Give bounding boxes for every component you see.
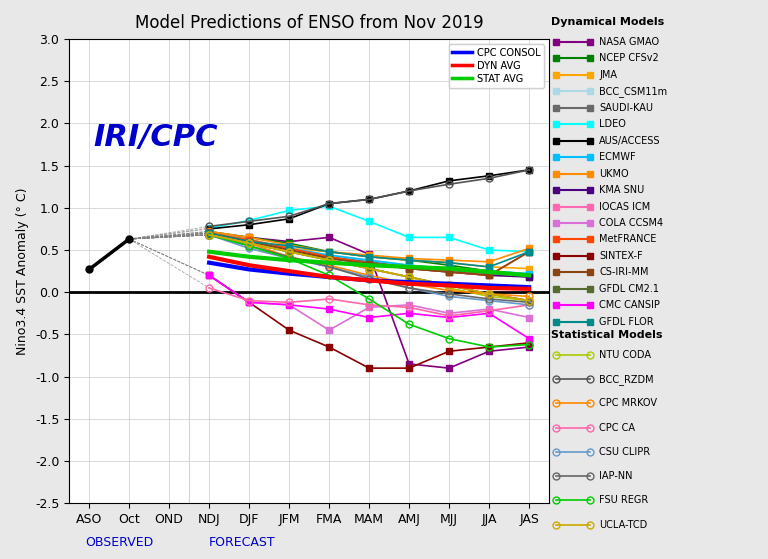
Text: ECMWF: ECMWF (599, 152, 636, 162)
Text: IAP-NN: IAP-NN (599, 471, 633, 481)
Text: SINTEX-F: SINTEX-F (599, 251, 643, 261)
Text: CSU CLIPR: CSU CLIPR (599, 447, 650, 457)
Text: GFDL CM2.1: GFDL CM2.1 (599, 284, 659, 294)
Text: FSU REGR: FSU REGR (599, 495, 648, 505)
Text: BCC_CSM11m: BCC_CSM11m (599, 86, 667, 97)
Text: Dynamical Models: Dynamical Models (551, 17, 664, 27)
Legend: CPC CONSOL, DYN AVG, STAT AVG: CPC CONSOL, DYN AVG, STAT AVG (449, 44, 545, 88)
Text: NASA GMAO: NASA GMAO (599, 37, 659, 47)
Text: IRI/CPC: IRI/CPC (93, 122, 217, 151)
Text: CS-IRI-MM: CS-IRI-MM (599, 267, 648, 277)
Text: Statistical Models: Statistical Models (551, 330, 663, 340)
Text: AUS/ACCESS: AUS/ACCESS (599, 136, 660, 146)
Text: NCEP CFSv2: NCEP CFSv2 (599, 53, 659, 63)
Text: OBSERVED: OBSERVED (85, 536, 154, 548)
Text: BCC_RZDM: BCC_RZDM (599, 374, 654, 385)
Text: MetFRANCE: MetFRANCE (599, 234, 657, 244)
Text: SAUDI-KAU: SAUDI-KAU (599, 103, 653, 113)
Text: JMA: JMA (599, 70, 617, 80)
Text: COLA CCSM4: COLA CCSM4 (599, 218, 664, 228)
Text: FORECAST: FORECAST (209, 536, 275, 548)
Text: KMA SNU: KMA SNU (599, 185, 644, 195)
Text: UCLA-TCD: UCLA-TCD (599, 519, 647, 529)
Text: CPC MRKOV: CPC MRKOV (599, 399, 657, 409)
Text: IOCAS ICM: IOCAS ICM (599, 201, 650, 211)
Text: CPC CA: CPC CA (599, 423, 635, 433)
Text: NTU CODA: NTU CODA (599, 350, 651, 360)
Text: LDEO: LDEO (599, 119, 626, 129)
Y-axis label: Nino3.4 SST Anomaly (° C): Nino3.4 SST Anomaly (° C) (16, 187, 29, 355)
Text: GFDL FLOR: GFDL FLOR (599, 317, 654, 327)
Text: UKMO: UKMO (599, 169, 629, 179)
Title: Model Predictions of ENSO from Nov 2019: Model Predictions of ENSO from Nov 2019 (135, 14, 483, 32)
Text: CMC CANSIP: CMC CANSIP (599, 300, 660, 310)
